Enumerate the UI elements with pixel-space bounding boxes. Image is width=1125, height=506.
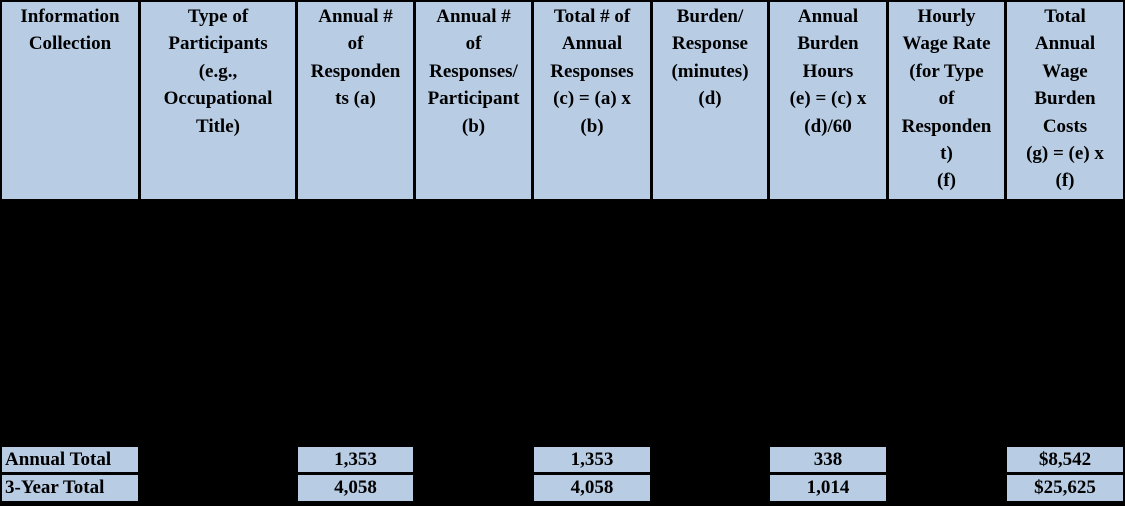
annual-total-responses: 1,353 [534,447,650,472]
3-year-total-burden-hours: 1,014 [770,475,886,501]
header-information-collection: Information Collection [2,2,138,199]
annual-total-wage-rate-blank [889,447,1004,472]
3-year-total-respondents: 4,058 [298,475,413,501]
table-header-row: Information Collection Type of Participa… [2,2,1123,199]
table-row-annual-total: Annual Total 1,353 1,353 338 $8,542 [2,447,1123,472]
header-burden-per-response: Burden/ Response (minutes) (d) [653,2,767,199]
annual-total-respondents: 1,353 [298,447,413,472]
annual-total-burden-per-response-blank [653,447,767,472]
3-year-total-participants-blank [141,475,295,501]
header-hourly-wage-rate: Hourly Wage Rate (for Type of Responden … [889,2,1004,199]
annual-total-responses-per-participant-blank [416,447,531,472]
header-type-of-participants: Type of Participants (e.g., Occupational… [141,2,295,199]
header-total-annual-responses: Total # of Annual Responses (c) = (a) x … [534,2,650,199]
annual-total-burden-hours: 338 [770,447,886,472]
annual-total-label: Annual Total [2,447,138,472]
3-year-total-wage-burden-costs: $25,625 [1007,475,1123,501]
3-year-total-label: 3-Year Total [2,475,138,501]
redacted-table-body [2,199,1123,447]
3-year-total-burden-per-response-blank [653,475,767,501]
3-year-total-responses: 4,058 [534,475,650,501]
header-annual-respondents: Annual # of Responden ts (a) [298,2,413,199]
header-annual-burden-hours: Annual Burden Hours (e) = (c) x (d)/60 [770,2,886,199]
3-year-total-responses-per-participant-blank [416,475,531,501]
header-annual-responses-per-participant: Annual # of Responses/ Participant (b) [416,2,531,199]
table-row-3-year-total: 3-Year Total 4,058 4,058 1,014 $25,625 [2,475,1123,501]
annual-total-participants-blank [141,447,295,472]
3-year-total-wage-rate-blank [889,475,1004,501]
annual-total-wage-burden-costs: $8,542 [1007,447,1123,472]
header-total-annual-wage-burden-costs: Total Annual Wage Burden Costs (g) = (e)… [1007,2,1123,199]
